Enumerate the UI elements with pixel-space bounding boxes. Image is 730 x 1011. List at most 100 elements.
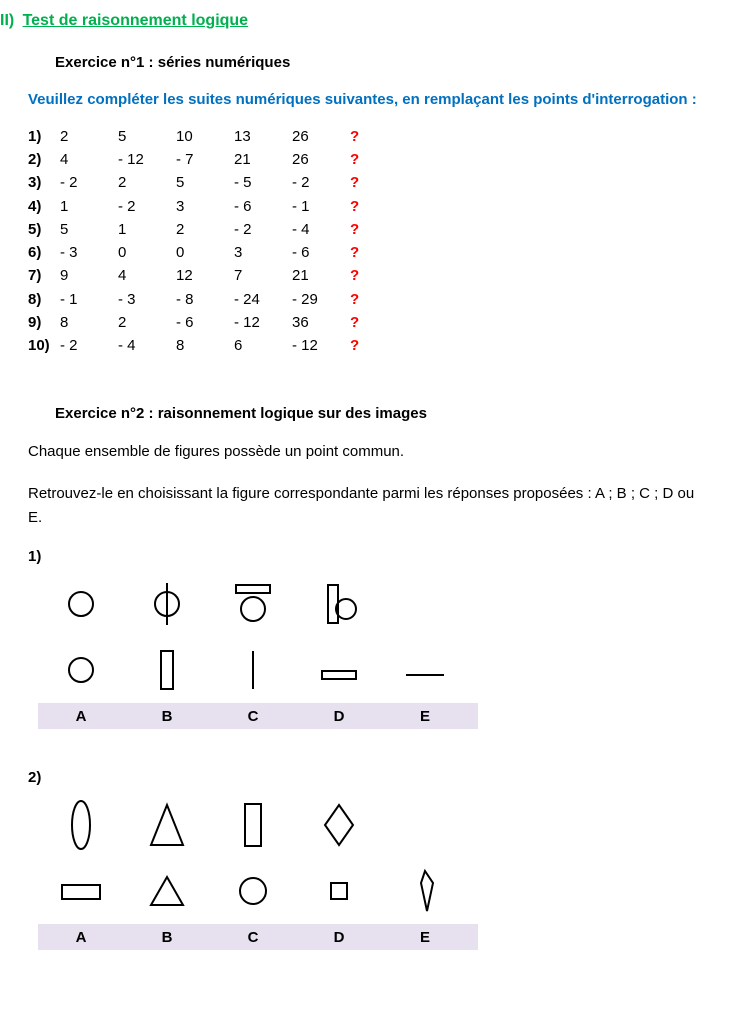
q2-given-3: [210, 799, 296, 851]
q2-number: 2): [28, 769, 702, 786]
q1-opt-c[interactable]: C: [210, 708, 296, 725]
q1-given-3: [210, 581, 296, 627]
q2-opt-a[interactable]: A: [38, 929, 124, 946]
series-unknown: ?: [350, 311, 380, 334]
series-value: 8: [176, 334, 234, 357]
q1-opt-d-shape: [296, 655, 382, 685]
series-row: 9)82- 6- 1236?: [28, 311, 702, 334]
section-header: II) Test de raisonnement logique: [0, 12, 702, 30]
q2-opt-e-shape: [382, 867, 468, 915]
series-row: 4)1- 23- 6- 1?: [28, 195, 702, 218]
series-value: 13: [234, 125, 292, 148]
series-unknown: ?: [350, 171, 380, 194]
series-value: 12: [176, 264, 234, 287]
series-value: - 24: [234, 288, 292, 311]
q1-opt-d[interactable]: D: [296, 708, 382, 725]
series-value: 6: [234, 334, 292, 357]
q1-given-2: [124, 579, 210, 629]
series-table: 1)25101326?2)4- 12- 72126?3)- 225- 5- 2?…: [28, 125, 702, 358]
q2-opt-b[interactable]: B: [124, 929, 210, 946]
series-value: 0: [118, 241, 176, 264]
series-value: - 6: [234, 195, 292, 218]
q1-figures: [38, 571, 702, 703]
series-row: 3)- 225- 5- 2?: [28, 171, 702, 194]
q1-opt-a-shape: [38, 652, 124, 688]
ex2-intro1: Chaque ensemble de figures possède un po…: [28, 440, 702, 464]
series-value: - 12: [118, 148, 176, 171]
q2-opt-c[interactable]: C: [210, 929, 296, 946]
series-value: 5: [176, 171, 234, 194]
series-value: - 2: [234, 218, 292, 241]
section-number: II): [0, 12, 14, 29]
series-value: - 6: [292, 241, 350, 264]
series-label: 4): [28, 195, 60, 218]
series-unknown: ?: [350, 334, 380, 357]
section-title: Test de raisonnement logique: [23, 12, 249, 29]
series-unknown: ?: [350, 218, 380, 241]
q1-opt-b-shape: [124, 647, 210, 693]
series-value: - 5: [234, 171, 292, 194]
series-value: - 8: [176, 288, 234, 311]
ex1-instruction: Veuillez compléter les suites numériques…: [28, 89, 702, 111]
series-value: - 2: [118, 195, 176, 218]
ex1-title: Exercice n°1 : séries numériques: [55, 54, 702, 71]
q1-opt-a[interactable]: A: [38, 708, 124, 725]
series-label: 7): [28, 264, 60, 287]
series-value: 4: [60, 148, 118, 171]
q1-opt-e-shape: [382, 655, 468, 685]
series-unknown: ?: [350, 148, 380, 171]
series-value: 3: [234, 241, 292, 264]
series-value: 8: [60, 311, 118, 334]
series-unknown: ?: [350, 264, 380, 287]
series-value: 2: [118, 171, 176, 194]
series-value: - 12: [234, 311, 292, 334]
q1-options: A B C D E: [38, 703, 478, 729]
q2-opt-e[interactable]: E: [382, 929, 468, 946]
series-value: 21: [234, 148, 292, 171]
series-label: 9): [28, 311, 60, 334]
q2-opt-c-shape: [210, 874, 296, 908]
series-value: 7: [234, 264, 292, 287]
q1-opt-b[interactable]: B: [124, 708, 210, 725]
q2-given-1: [38, 797, 124, 853]
q2-opt-d[interactable]: D: [296, 929, 382, 946]
series-value: 26: [292, 148, 350, 171]
series-value: 26: [292, 125, 350, 148]
series-value: 9: [60, 264, 118, 287]
series-value: 0: [176, 241, 234, 264]
series-value: 5: [118, 125, 176, 148]
series-label: 5): [28, 218, 60, 241]
series-value: 21: [292, 264, 350, 287]
series-unknown: ?: [350, 288, 380, 311]
q2-given-2: [124, 799, 210, 851]
series-value: 5: [60, 218, 118, 241]
q1-opt-c-shape: [210, 647, 296, 693]
series-value: - 2: [60, 334, 118, 357]
q1-given-4: [296, 579, 382, 629]
q2-opt-d-shape: [296, 878, 382, 904]
q2-opt-b-shape: [124, 873, 210, 909]
series-label: 8): [28, 288, 60, 311]
series-label: 6): [28, 241, 60, 264]
series-unknown: ?: [350, 195, 380, 218]
q1-opt-e[interactable]: E: [382, 708, 468, 725]
series-label: 3): [28, 171, 60, 194]
ex2-intro2: Retrouvez-le en choisissant la figure co…: [28, 482, 702, 530]
series-value: - 29: [292, 288, 350, 311]
series-value: - 4: [292, 218, 350, 241]
q2-options: A B C D E: [38, 924, 478, 950]
q1-number: 1): [28, 548, 702, 565]
series-value: 4: [118, 264, 176, 287]
series-row: 10)- 2- 486- 12?: [28, 334, 702, 357]
series-row: 1)25101326?: [28, 125, 702, 148]
series-value: - 1: [292, 195, 350, 218]
series-value: - 3: [118, 288, 176, 311]
series-value: - 12: [292, 334, 350, 357]
series-value: 10: [176, 125, 234, 148]
q1-given-1: [38, 584, 124, 624]
series-unknown: ?: [350, 241, 380, 264]
series-label: 10): [28, 334, 60, 357]
series-value: - 4: [118, 334, 176, 357]
series-value: - 3: [60, 241, 118, 264]
series-value: - 2: [60, 171, 118, 194]
